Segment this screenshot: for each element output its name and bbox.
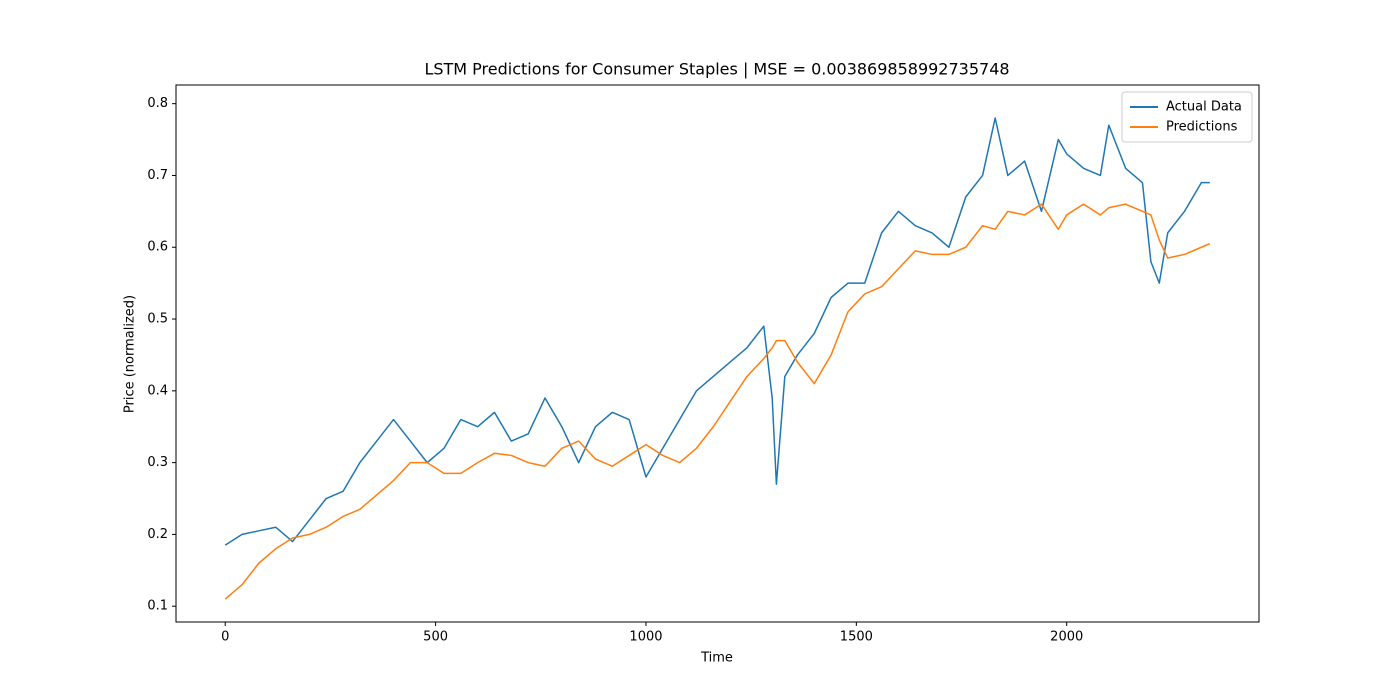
y-tick-label: 0.6 xyxy=(147,240,168,255)
y-tick-label: 0.5 xyxy=(147,312,168,327)
legend-label: Actual Data xyxy=(1166,100,1242,115)
y-tick-label: 0.7 xyxy=(147,168,168,183)
x-tick-label: 1500 xyxy=(840,630,873,645)
legend-box xyxy=(1121,91,1253,143)
plot-frame xyxy=(175,84,1260,623)
y-tick-label: 0.4 xyxy=(147,383,168,398)
x-tick-label: 500 xyxy=(423,630,448,645)
data-line xyxy=(224,117,1210,546)
x-tick-label: 1000 xyxy=(629,630,662,645)
legend-label: Predictions xyxy=(1166,120,1238,135)
chart-title: LSTM Predictions for Consumer Staples | … xyxy=(424,60,1009,79)
x-tick-label: 2000 xyxy=(1050,630,1083,645)
y-tick-label: 0.1 xyxy=(147,599,168,614)
y-tick-label: 0.2 xyxy=(147,527,168,542)
y-tick-label: 0.3 xyxy=(147,455,168,470)
y-tick-label: 0.8 xyxy=(147,96,168,111)
x-axis-label: Time xyxy=(700,651,733,666)
x-tick-label: 0 xyxy=(221,630,229,645)
y-axis-label: Price (normalized) xyxy=(123,295,138,413)
data-line xyxy=(224,203,1211,600)
